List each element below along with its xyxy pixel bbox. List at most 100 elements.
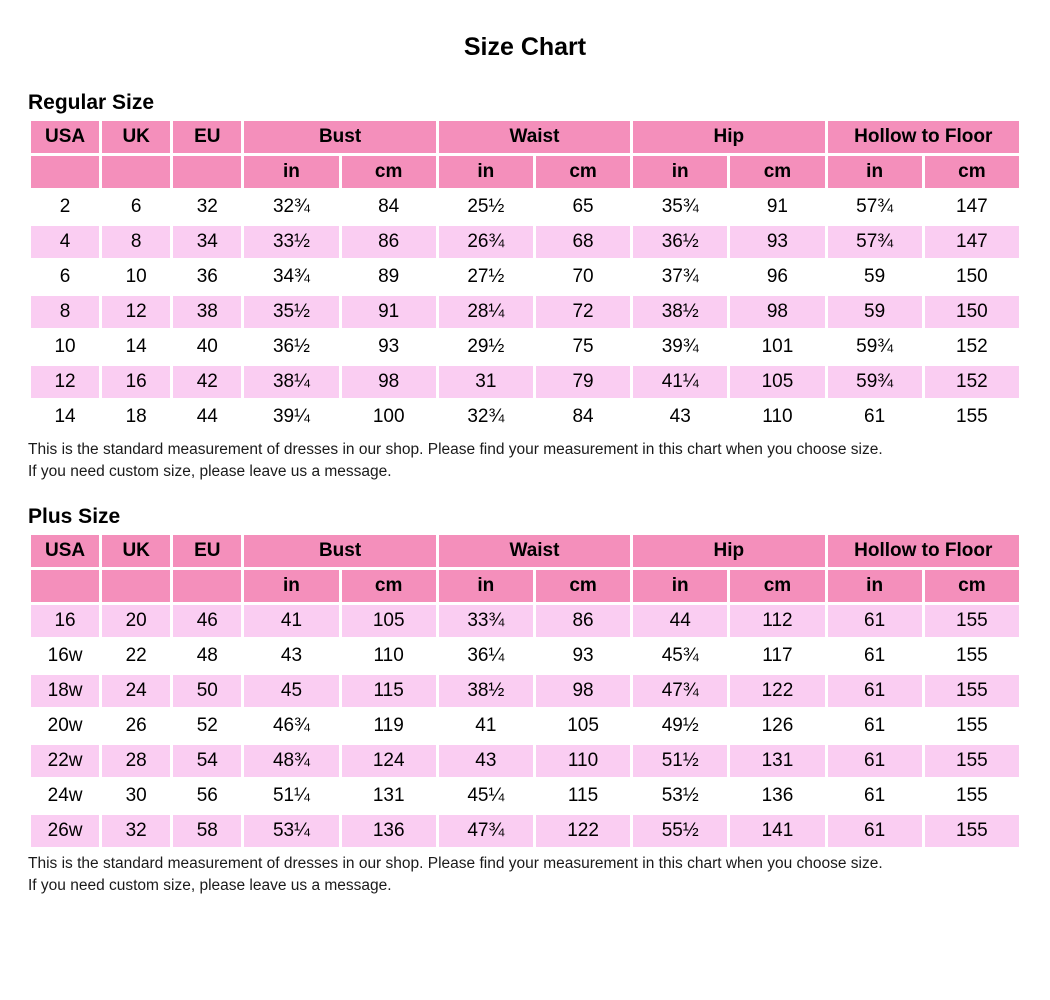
table-cell: 98	[341, 366, 436, 398]
col-header-eu: EU	[173, 535, 242, 567]
table-cell: 155	[924, 815, 1019, 847]
note-line-2: If you need custom size, please leave us…	[28, 463, 392, 480]
table-cell: 14	[102, 331, 171, 363]
header-row-units: in cm in cm in cm in cm	[31, 570, 1019, 602]
col-header-waist: Waist	[438, 121, 631, 153]
table-cell: 36	[173, 261, 242, 293]
table-cell: 155	[924, 605, 1019, 637]
table-cell: 46¾	[244, 710, 339, 742]
table-cell: 16	[31, 605, 100, 637]
table-body-plus: 16 20 46 41 105 33¾ 86 44 112 61 155 16w 22 48 43 110 36…	[31, 605, 1019, 847]
table-cell: 61	[827, 710, 922, 742]
table-cell: 93	[730, 226, 825, 258]
table-cell: 31	[438, 366, 533, 398]
table-row: 8 12 38 35½ 91 28¼ 72 38½ 98 59 150	[31, 296, 1019, 328]
table-cell: 26¾	[438, 226, 533, 258]
table-cell: 49½	[633, 710, 728, 742]
table-cell: 45	[244, 675, 339, 707]
unit-header-in: in	[633, 156, 728, 188]
table-cell: 126	[730, 710, 825, 742]
col-header-uk: UK	[102, 121, 171, 153]
table-row: 20w 26 52 46¾ 119 41 105 49½ 126 61 155	[31, 710, 1019, 742]
section-title-regular: Regular Size	[28, 91, 155, 114]
header-row-groups: USA UK EU Bust Waist Hip Hollow to Floor	[31, 535, 1019, 567]
table-cell: 122	[730, 675, 825, 707]
table-cell: 100	[341, 401, 436, 433]
table-cell: 91	[341, 296, 436, 328]
table-cell: 35¾	[633, 191, 728, 223]
col-header-waist: Waist	[438, 535, 631, 567]
table-cell: 47¾	[633, 675, 728, 707]
unit-header-blank	[173, 570, 242, 602]
table-cell: 110	[730, 401, 825, 433]
table-cell: 14	[31, 401, 100, 433]
table-cell: 105	[730, 366, 825, 398]
table-cell: 54	[173, 745, 242, 777]
table-cell: 32¾	[438, 401, 533, 433]
unit-header-cm: cm	[730, 570, 825, 602]
table-row: 12 16 42 38¼ 98 31 79 41¼ 105 59¾ 152	[31, 366, 1019, 398]
note-line-1: This is the standard measurement of dres…	[28, 441, 883, 458]
table-cell: 8	[31, 296, 100, 328]
table-cell: 36½	[244, 331, 339, 363]
table-cell: 141	[730, 815, 825, 847]
table-cell: 61	[827, 815, 922, 847]
col-header-usa: USA	[31, 535, 100, 567]
unit-header-blank	[31, 156, 100, 188]
table-row: 10 14 40 36½ 93 29½ 75 39¾ 101 59¾ 152	[31, 331, 1019, 363]
table-cell: 155	[924, 710, 1019, 742]
table-cell: 75	[535, 331, 631, 363]
table-cell: 24	[102, 675, 171, 707]
col-header-uk: UK	[102, 535, 171, 567]
unit-header-cm: cm	[341, 156, 436, 188]
table-cell: 57¾	[827, 226, 922, 258]
table-cell: 68	[535, 226, 631, 258]
table-cell: 105	[341, 605, 436, 637]
unit-header-cm: cm	[924, 570, 1019, 602]
table-cell: 91	[730, 191, 825, 223]
page-title: Size Chart	[463, 33, 587, 61]
table-cell: 43	[633, 401, 728, 433]
table-cell: 59	[827, 296, 922, 328]
unit-header-cm: cm	[535, 570, 631, 602]
table-cell: 89	[341, 261, 436, 293]
size-table-plus: USA UK EU Bust Waist Hip Hollow to Floor…	[28, 532, 1022, 850]
table-cell: 6	[102, 191, 171, 223]
table-cell: 43	[438, 745, 533, 777]
unit-header-in: in	[633, 570, 728, 602]
size-table-regular: USA UK EU Bust Waist Hip Hollow to Floor…	[28, 118, 1022, 436]
table-cell: 42	[173, 366, 242, 398]
table-cell: 61	[827, 745, 922, 777]
table-cell: 18w	[31, 675, 100, 707]
table-body-regular: 2 6 32 32¾ 84 25½ 65 35¾ 91 57¾ 147 4 8 34 33½ 86 26¾ 68 3…	[31, 191, 1019, 433]
table-cell: 59¾	[827, 331, 922, 363]
table-row: 16 20 46 41 105 33¾ 86 44 112 61 155	[31, 605, 1019, 637]
table-cell: 59¾	[827, 366, 922, 398]
table-cell: 65	[535, 191, 631, 223]
table-cell: 84	[341, 191, 436, 223]
table-cell: 152	[924, 331, 1019, 363]
table-cell: 53½	[633, 780, 728, 812]
table-cell: 150	[924, 296, 1019, 328]
table-cell: 29½	[438, 331, 533, 363]
table-cell: 96	[730, 261, 825, 293]
table-cell: 115	[341, 675, 436, 707]
table-cell: 55½	[633, 815, 728, 847]
table-cell: 6	[31, 261, 100, 293]
table-cell: 124	[341, 745, 436, 777]
table-cell: 39¼	[244, 401, 339, 433]
table-cell: 155	[924, 745, 1019, 777]
col-header-hip: Hip	[633, 535, 825, 567]
table-cell: 32¾	[244, 191, 339, 223]
table-cell: 79	[535, 366, 631, 398]
table-cell: 34¾	[244, 261, 339, 293]
table-row: 22w 28 54 48¾ 124 43 110 51½ 131 61 155	[31, 745, 1019, 777]
table-cell: 28¼	[438, 296, 533, 328]
table-cell: 22w	[31, 745, 100, 777]
table-cell: 25½	[438, 191, 533, 223]
table-cell: 152	[924, 366, 1019, 398]
unit-header-cm: cm	[730, 156, 825, 188]
table-cell: 131	[730, 745, 825, 777]
table-cell: 30	[102, 780, 171, 812]
